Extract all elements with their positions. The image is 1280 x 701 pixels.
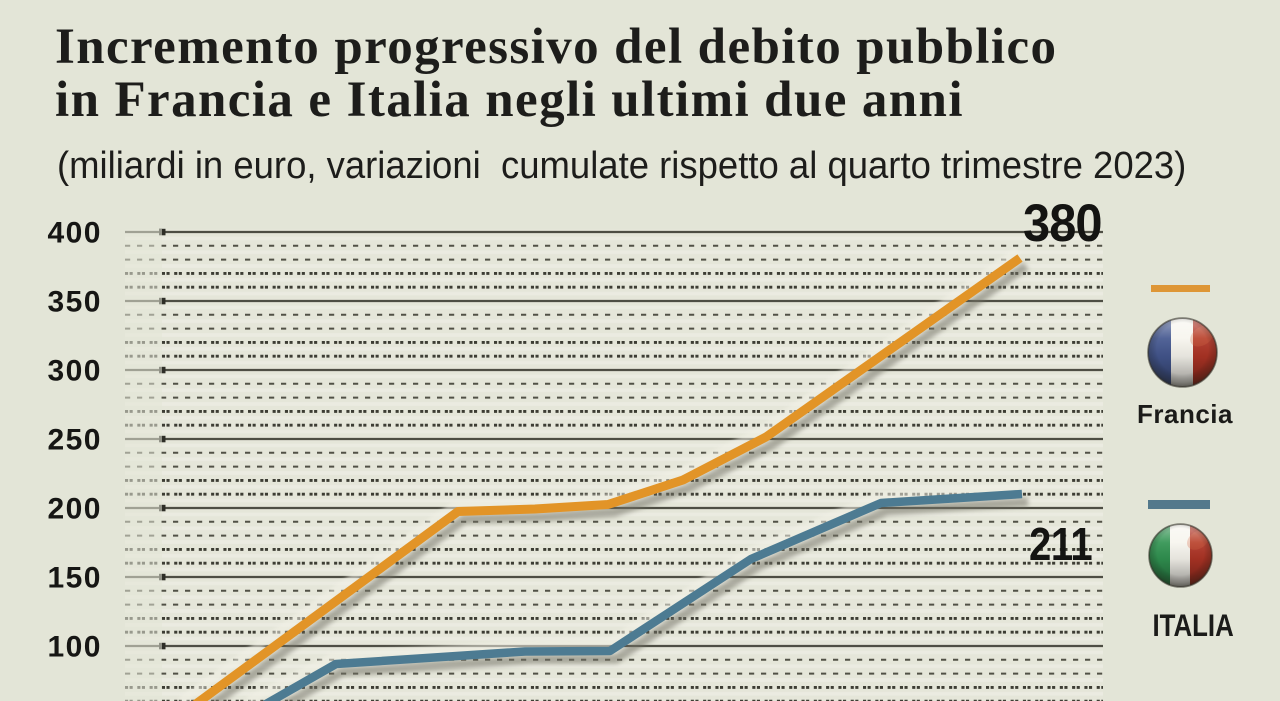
svg-text:400: 400: [47, 217, 102, 250]
svg-text:300: 300: [47, 355, 102, 388]
svg-text:250: 250: [47, 424, 102, 457]
svg-text:100: 100: [47, 631, 102, 664]
svg-text:200: 200: [47, 493, 102, 526]
svg-text:150: 150: [47, 562, 102, 595]
svg-text:350: 350: [47, 286, 102, 319]
